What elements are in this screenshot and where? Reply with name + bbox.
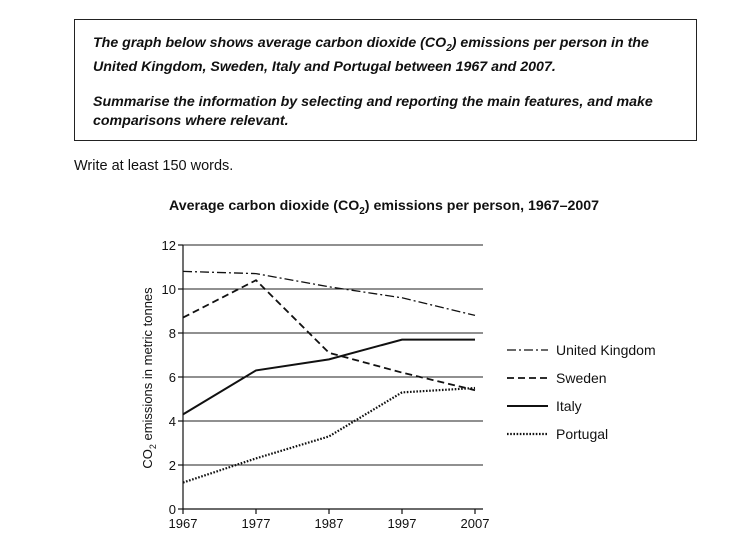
y-tick-label: 10 xyxy=(162,282,176,297)
task-text-cont: ) emissions per person in the United Kin… xyxy=(93,35,649,75)
axes xyxy=(182,245,483,510)
series-line-portugal xyxy=(182,386,476,484)
legend: United Kingdom Sweden Italy Portugal xyxy=(507,342,656,442)
legend-label-portugal: Portugal xyxy=(556,426,608,442)
chart-title-text-cont: ) emissions per person, 1967–2007 xyxy=(364,198,600,214)
task-text: The graph below shows average carbon dio… xyxy=(93,35,447,51)
legend-label-sweden: Sweden xyxy=(556,370,607,386)
series-line-sweden xyxy=(182,279,476,392)
task-subscript: 2 xyxy=(446,42,452,54)
chart-title: Average carbon dioxide (CO2) emissions p… xyxy=(0,198,738,217)
y-tick-label: 0 xyxy=(169,502,176,517)
y-tick-label: 12 xyxy=(162,238,176,253)
x-tick-label: 1987 xyxy=(315,516,344,531)
chart-title-subscript: 2 xyxy=(359,205,365,217)
task-paragraph-1: The graph below shows average carbon dio… xyxy=(93,34,686,77)
legend-label-italy: Italy xyxy=(556,398,582,414)
chart-title-text: Average carbon dioxide (CO xyxy=(168,198,360,214)
x-tick-labels: 1967 1977 1987 1997 2007 xyxy=(169,509,490,531)
y-tick-label: 6 xyxy=(169,370,176,385)
x-tick-label: 1997 xyxy=(388,516,417,531)
task-description-box: The graph below shows average carbon dio… xyxy=(74,19,697,141)
y-tick-label: 2 xyxy=(169,458,176,473)
y-tick-label: 8 xyxy=(169,326,176,341)
task-paragraph-2: Summarise the information by selecting a… xyxy=(93,93,653,129)
legend-label-united-kingdom: United Kingdom xyxy=(556,342,656,358)
x-tick-label: 1977 xyxy=(242,516,271,531)
series-line-united-kingdom xyxy=(182,270,476,317)
data-series xyxy=(182,270,476,484)
y-tick-label: 4 xyxy=(169,414,176,429)
x-tick-label: 2007 xyxy=(461,516,490,531)
word-count-instruction: Write at least 150 words. xyxy=(74,158,234,174)
series-line-italy xyxy=(182,338,475,416)
x-tick-label: 1967 xyxy=(169,516,198,531)
y-tick-labels: 0 2 4 6 8 10 12 xyxy=(162,238,176,517)
y-axis-label: CO2 emissions in metric tonnes xyxy=(140,287,158,469)
grid-lines xyxy=(178,244,483,510)
